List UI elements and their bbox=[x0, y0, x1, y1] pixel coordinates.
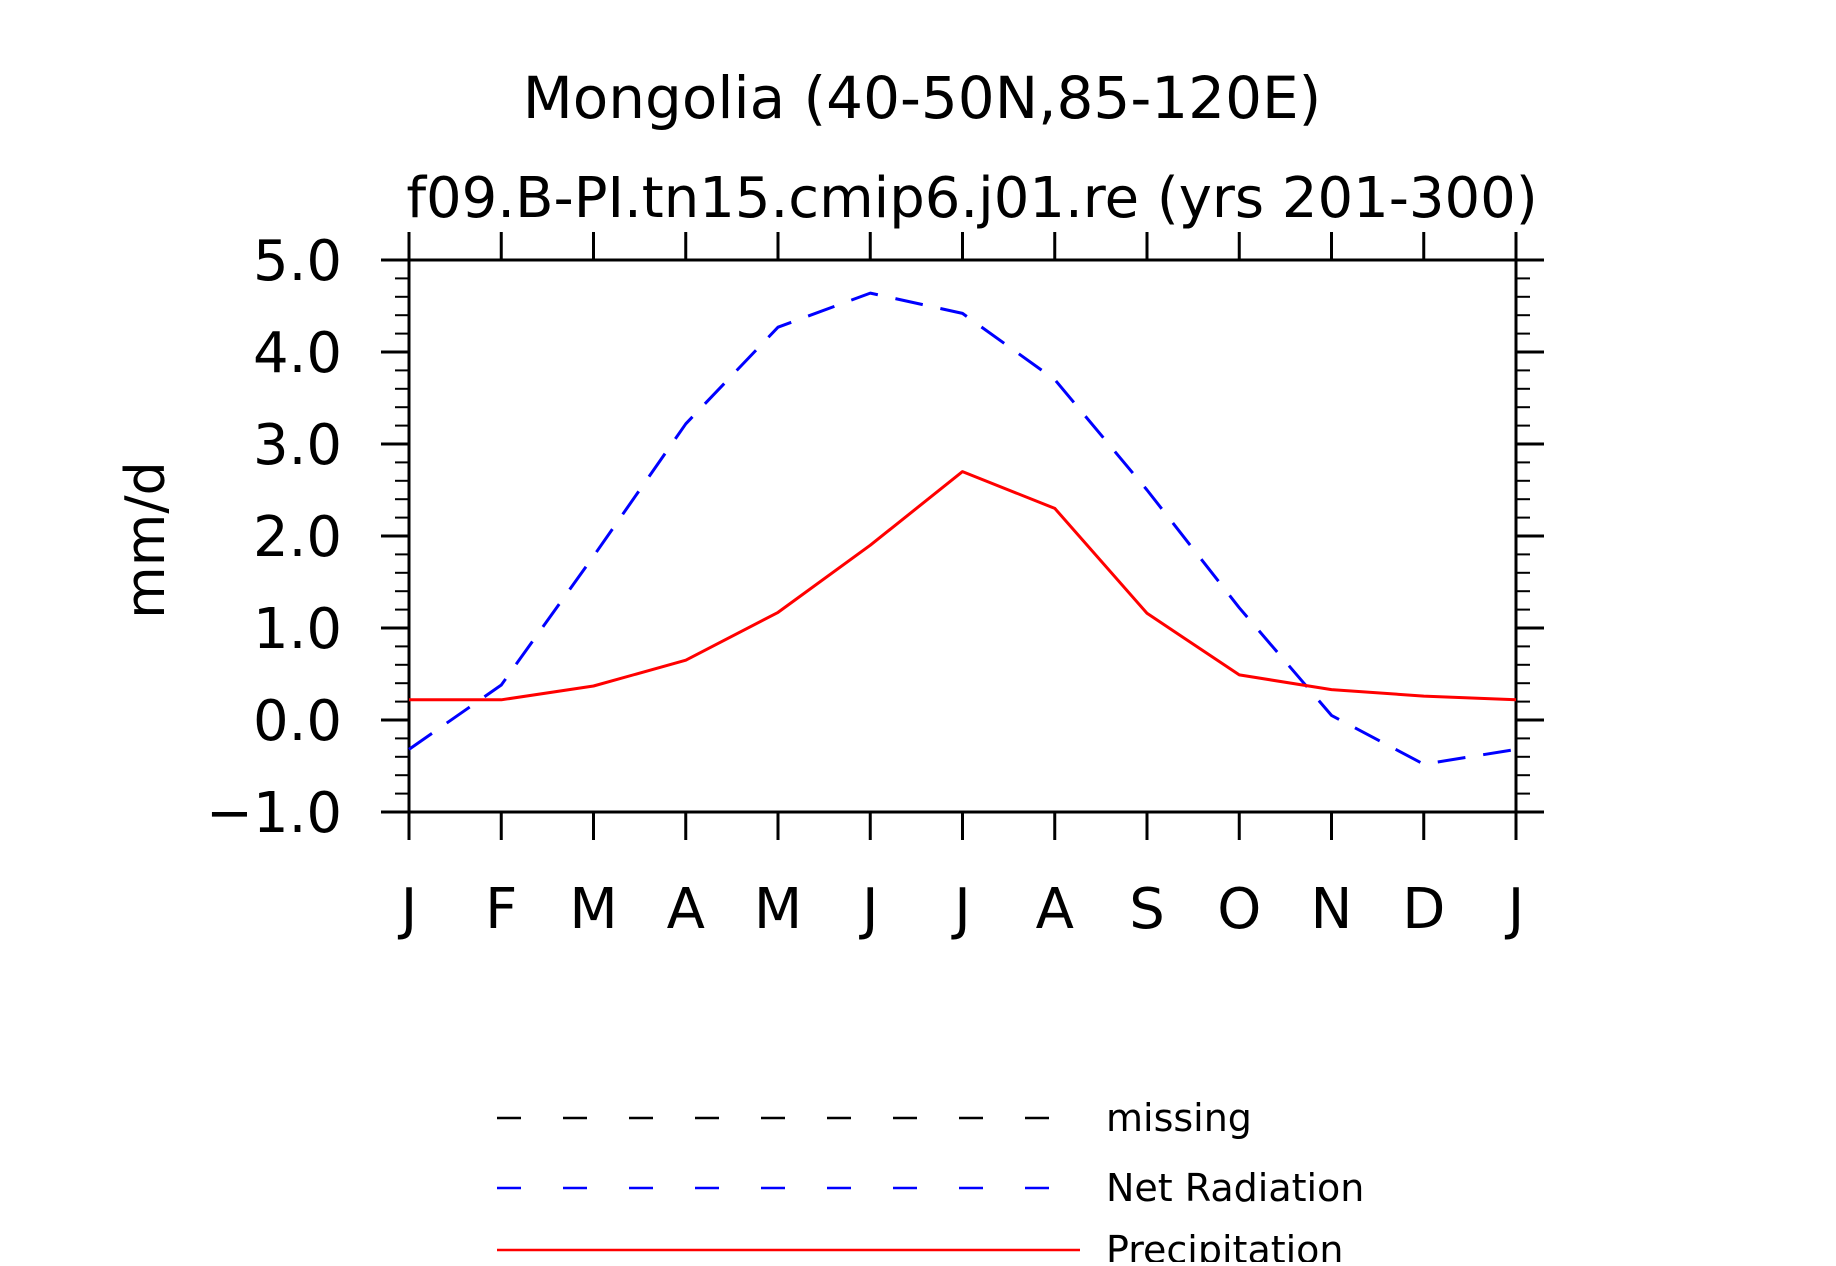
x-tick-label: J bbox=[398, 877, 418, 942]
y-tick-label: 3.0 bbox=[253, 413, 342, 478]
legend: missing Net Radiation Precipitation bbox=[497, 1096, 1364, 1266]
legend-label: Precipitation bbox=[1106, 1228, 1344, 1262]
plot-frame bbox=[407, 258, 1518, 814]
y-tick-label: 4.0 bbox=[253, 321, 342, 386]
x-tick-label: J bbox=[951, 877, 971, 942]
y-tick-label: −1.0 bbox=[206, 781, 342, 846]
chart-subtitle: f09.B-PI.tn15.cmip6.j01.re (yrs 201-300) bbox=[406, 166, 1537, 231]
y-tick-label: 2.0 bbox=[253, 505, 342, 570]
x-tick-label: F bbox=[485, 877, 517, 942]
y-tick-label: 1.0 bbox=[253, 597, 342, 662]
x-tick-label: J bbox=[859, 877, 879, 942]
x-tick-label: A bbox=[1036, 877, 1074, 942]
x-tick-label: A bbox=[667, 877, 705, 942]
y-tick-label: 5.0 bbox=[253, 229, 342, 294]
x-tick-label: J bbox=[1505, 877, 1525, 942]
y-axis-label: mm/d bbox=[114, 461, 177, 619]
legend-label: missing bbox=[1106, 1096, 1252, 1140]
x-tick-label: S bbox=[1129, 877, 1165, 942]
x-tick-label: M bbox=[754, 877, 802, 942]
x-tick-label: M bbox=[569, 877, 617, 942]
x-tick-label: N bbox=[1311, 877, 1353, 942]
series-line-precipitation bbox=[409, 470, 1517, 702]
y-tick-label: 0.0 bbox=[253, 689, 342, 754]
x-tick-label: O bbox=[1217, 877, 1261, 942]
legend-label: Net Radiation bbox=[1106, 1166, 1364, 1210]
series-line-net-radiation bbox=[408, 291, 1517, 766]
plot-area: −1.00.01.02.03.04.05.0J F M A M J J A S O N D J bbox=[206, 229, 1544, 942]
chart-title: Mongolia (40-50N,85-120E) bbox=[523, 64, 1322, 132]
x-tick-label: D bbox=[1402, 877, 1445, 942]
